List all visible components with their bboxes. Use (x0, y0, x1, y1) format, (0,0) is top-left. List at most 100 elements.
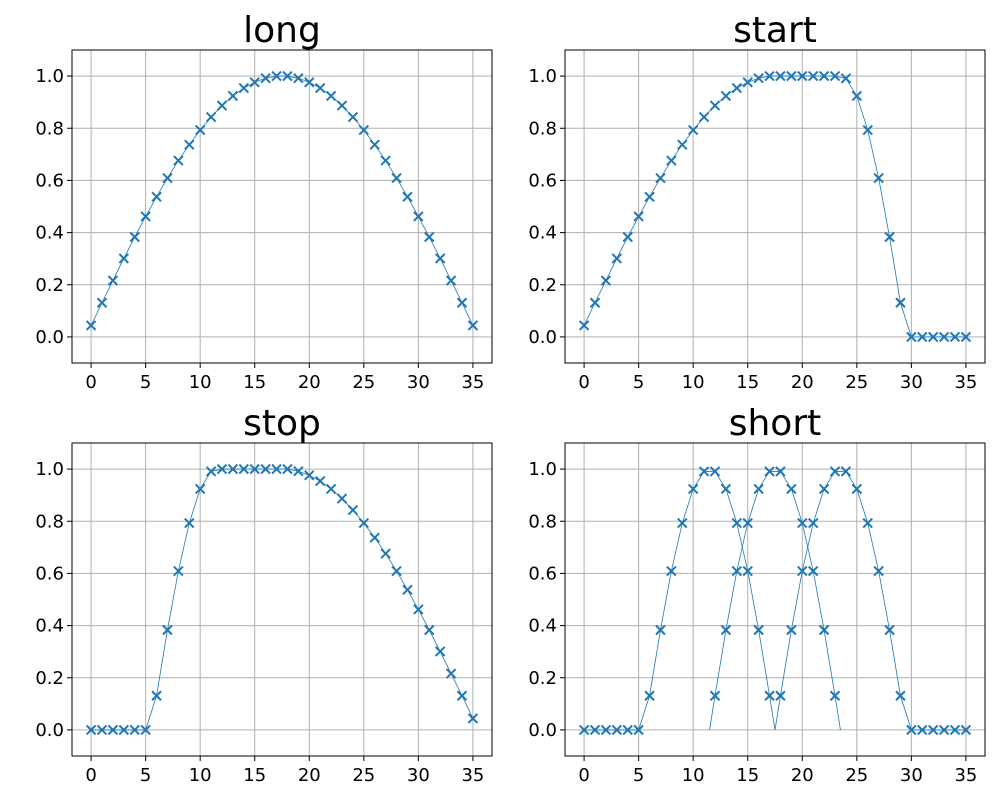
data-point-marker (600, 724, 612, 736)
y-tick-label: 0.4 (35, 616, 64, 637)
x-tick-label: 5 (140, 765, 151, 786)
data-point-marker (949, 724, 961, 736)
series-line (709, 471, 841, 730)
x-tick-label: 35 (461, 765, 484, 786)
data-point-marker (314, 82, 326, 94)
data-point-marker (445, 668, 457, 679)
data-point-marker (107, 724, 119, 736)
y-tick-label: 1.0 (528, 66, 557, 87)
data-point-marker (249, 463, 260, 475)
data-point-marker (840, 73, 852, 84)
x-tick-label: 10 (189, 765, 212, 786)
data-point-marker (917, 331, 928, 343)
data-point-marker (347, 504, 359, 516)
data-point-marker (184, 139, 195, 150)
data-point-marker (282, 463, 293, 475)
x-tick-label: 5 (633, 765, 644, 786)
data-point-marker (238, 463, 250, 475)
data-point-marker (129, 724, 140, 736)
data-point-marker (895, 297, 906, 308)
data-point-marker (424, 231, 435, 243)
data-point-marker (687, 483, 699, 495)
grid (565, 50, 985, 363)
x-tick-label: 35 (954, 372, 977, 393)
data-point-marker (129, 231, 140, 243)
data-point-marker (818, 624, 830, 636)
data-point-marker (753, 624, 764, 636)
data-point-marker (347, 111, 359, 123)
data-point-marker (622, 724, 633, 736)
data-point-marker (666, 155, 677, 166)
data-point-marker (742, 77, 753, 88)
data-point-marker (173, 155, 184, 166)
data-point-marker (162, 624, 173, 636)
data-point-marker (611, 724, 623, 736)
data-point-marker (578, 320, 590, 331)
data-point-marker (731, 565, 743, 577)
x-tick-label: 25 (845, 372, 868, 393)
data-point-marker (325, 90, 337, 102)
subplot-long: long 0 5 10 15 20 25 30 35 0.0 0.2 0.4 0.6 0.8 1.0 (35, 10, 493, 393)
grid (72, 443, 492, 756)
data-point-marker (140, 211, 151, 222)
data-point-marker (807, 70, 819, 82)
grid (565, 443, 985, 756)
series-line (583, 75, 966, 338)
data-point-marker (413, 604, 424, 615)
data-point-marker (797, 565, 808, 577)
data-point-marker (742, 565, 753, 577)
y-tick-label: 0.6 (528, 563, 557, 584)
data-point-marker (271, 463, 282, 475)
subplot-start: start 0 5 10 15 20 25 30 35 0.0 0.2 0.4 0.6 0.8 1.0 (528, 10, 986, 393)
data-point-marker (434, 253, 446, 264)
data-point-marker (293, 465, 304, 477)
data-point-marker (818, 483, 830, 495)
data-point-marker (764, 690, 775, 701)
series-1 (85, 463, 479, 736)
y-tick-label: 0.0 (528, 327, 557, 348)
y-tick-label: 0.6 (528, 170, 557, 191)
data-point-marker (633, 211, 644, 222)
data-point-marker (467, 320, 479, 331)
data-point-marker (391, 565, 402, 577)
data-point-marker (611, 253, 623, 264)
x-tick-label: 5 (633, 372, 644, 393)
y-tick-label: 0.8 (528, 118, 557, 139)
data-point-marker (402, 191, 413, 203)
data-point-marker (336, 493, 348, 504)
data-point-marker (807, 565, 819, 577)
data-point-marker (325, 483, 337, 495)
x-tick-label: 0 (85, 765, 96, 786)
x-tick-label: 35 (954, 765, 977, 786)
data-point-marker (753, 483, 764, 495)
data-point-marker (336, 100, 348, 111)
x-tick-label: 0 (578, 765, 589, 786)
data-point-marker (434, 646, 446, 657)
grid (72, 50, 492, 363)
data-point-marker (895, 690, 906, 701)
series-line (774, 471, 966, 731)
axes: 0 5 10 15 20 25 30 35 0.0 0.2 0.4 0.6 0.8 1.0 (528, 459, 977, 786)
data-point-marker (938, 331, 950, 343)
data-point-marker (677, 517, 688, 529)
data-point-marker (260, 72, 271, 84)
x-tick-label: 15 (243, 765, 266, 786)
data-point-marker (314, 475, 326, 487)
data-point-marker (873, 172, 884, 184)
data-point-marker (840, 466, 852, 477)
data-point-marker (862, 517, 873, 529)
data-point-marker (85, 320, 97, 331)
data-point-marker (851, 483, 863, 495)
series-1 (578, 70, 972, 343)
data-point-marker (249, 77, 260, 88)
data-point-marker (633, 724, 644, 736)
x-tick-label: 15 (243, 372, 266, 393)
data-point-marker (906, 331, 917, 343)
y-tick-label: 0.4 (35, 223, 64, 244)
data-point-marker (173, 565, 184, 577)
data-point-marker (797, 70, 808, 82)
data-point-marker (358, 517, 370, 529)
data-point-marker (445, 275, 457, 286)
x-tick-label: 0 (85, 372, 96, 393)
